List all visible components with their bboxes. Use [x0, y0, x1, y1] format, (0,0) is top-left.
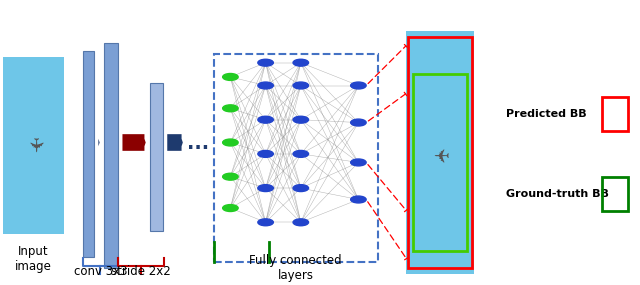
Circle shape — [293, 219, 308, 226]
Circle shape — [351, 159, 366, 166]
Bar — [413, 74, 467, 251]
Text: Predicted BB: Predicted BB — [506, 109, 586, 119]
Text: Input
image: Input image — [15, 245, 52, 273]
Text: ✈: ✈ — [432, 143, 448, 162]
Circle shape — [293, 82, 308, 89]
Circle shape — [351, 196, 366, 203]
Circle shape — [223, 173, 238, 180]
Circle shape — [258, 219, 273, 226]
Bar — [406, 31, 474, 274]
Text: ...: ... — [188, 135, 209, 153]
Circle shape — [293, 185, 308, 192]
Circle shape — [258, 150, 273, 157]
Circle shape — [293, 116, 308, 123]
Circle shape — [351, 82, 366, 89]
Circle shape — [223, 205, 238, 211]
Text: stride 2x2: stride 2x2 — [111, 265, 171, 278]
Bar — [150, 83, 163, 231]
Circle shape — [293, 150, 308, 157]
Circle shape — [258, 82, 273, 89]
Bar — [408, 37, 472, 268]
Circle shape — [258, 116, 273, 123]
Bar — [3, 57, 64, 234]
Circle shape — [223, 139, 238, 146]
Bar — [602, 97, 628, 131]
Text: ✈: ✈ — [24, 137, 43, 154]
Bar — [104, 43, 118, 268]
Bar — [83, 51, 94, 256]
Text: conv 3x3: conv 3x3 — [74, 265, 127, 278]
Circle shape — [258, 185, 273, 192]
Circle shape — [258, 59, 273, 66]
Circle shape — [293, 59, 308, 66]
Text: Ground-truth BB: Ground-truth BB — [506, 189, 609, 199]
Circle shape — [223, 74, 238, 80]
Bar — [602, 177, 628, 211]
Bar — [214, 54, 378, 262]
Circle shape — [351, 119, 366, 126]
Text: Fully connected
layers: Fully connected layers — [250, 254, 342, 282]
Circle shape — [223, 105, 238, 112]
